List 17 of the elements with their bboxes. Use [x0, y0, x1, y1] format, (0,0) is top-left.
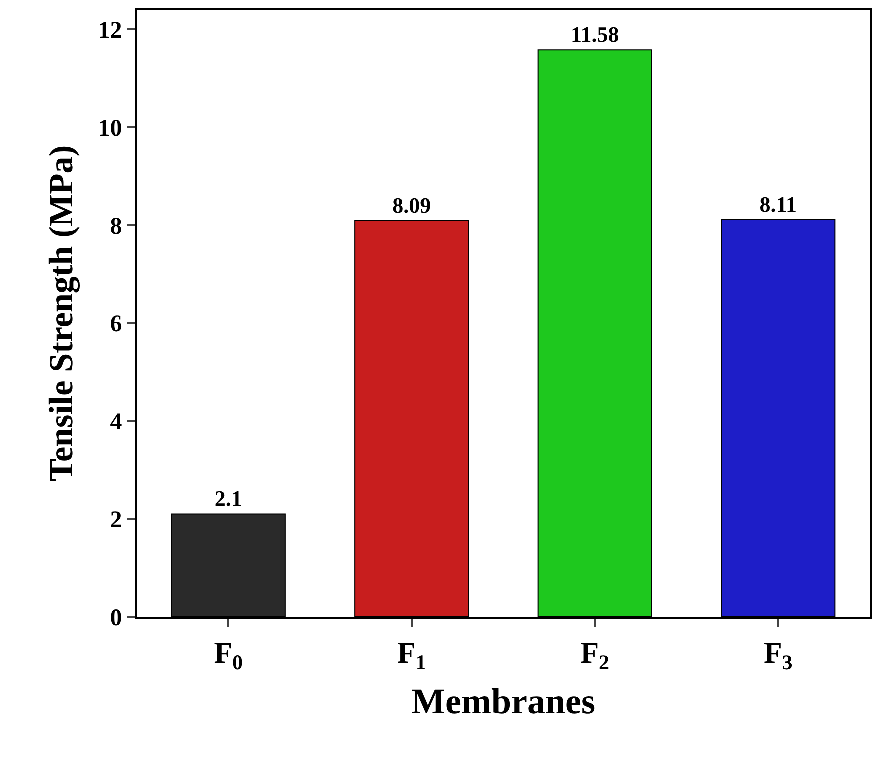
x-tick-label: F$_{0}$	[214, 637, 244, 674]
data-label: 8.09	[392, 192, 432, 218]
y-tick-label: 12	[98, 18, 122, 44]
y-tick-label: 6	[110, 312, 122, 338]
data-label: 2.1	[214, 486, 242, 512]
y-tick-label: 10	[98, 116, 122, 142]
y-tick-label: 0	[110, 605, 122, 632]
y-axis-title: Tensile Strength (MPa)	[43, 145, 80, 482]
x-tick-label: F$_{3}$	[764, 637, 793, 674]
y-tick-label: 2	[110, 508, 122, 534]
y-tick-label: 4	[110, 410, 122, 436]
data-label: 8.11	[760, 192, 798, 217]
x-axis-title: Membranes	[412, 682, 596, 722]
y-tick-label: 8	[110, 214, 122, 240]
data-label: 11.58	[570, 22, 620, 48]
x-tick-label: F$_{2}$	[580, 637, 610, 674]
x-tick-label: F$_{1}$	[397, 637, 426, 674]
